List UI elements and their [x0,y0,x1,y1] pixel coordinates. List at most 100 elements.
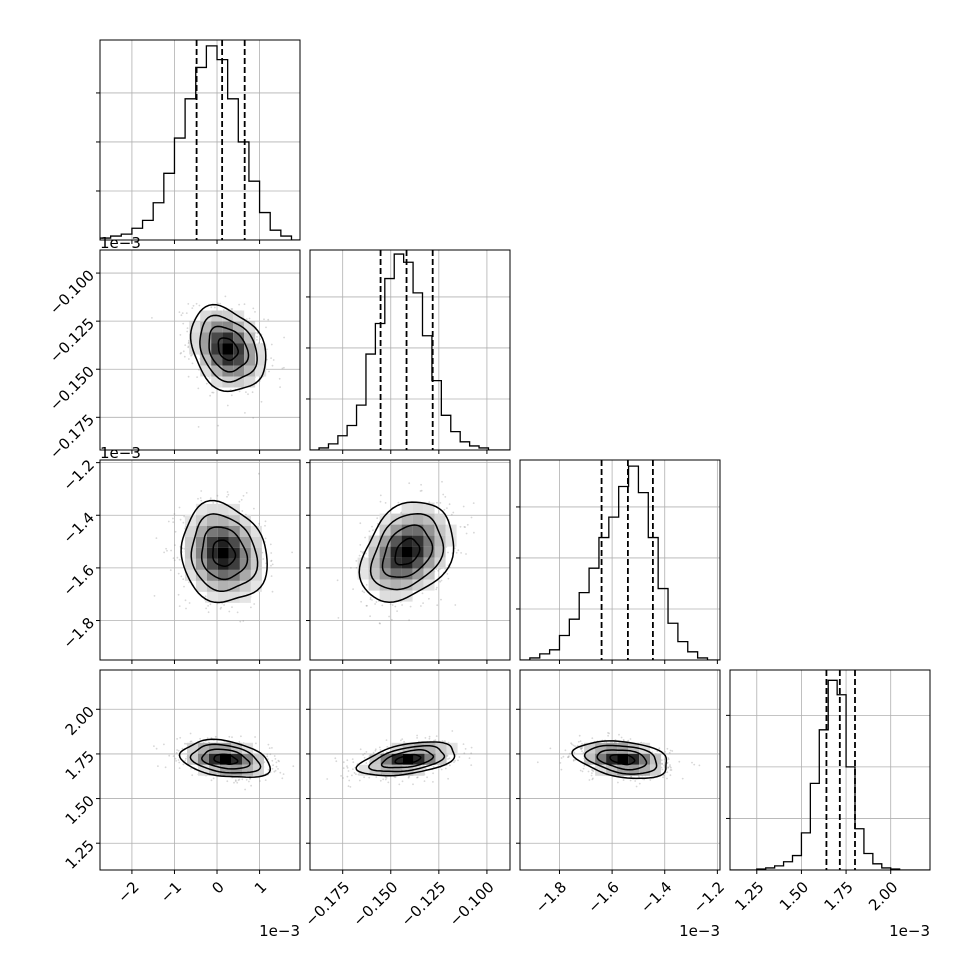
contour-0 [394,753,422,765]
density-cell [239,536,251,548]
scatter-point [336,579,339,582]
scatter-point [250,606,252,609]
scatter-point [258,472,260,475]
scatter-point [592,770,595,773]
density-cell [187,742,198,754]
scatter-point [190,740,193,743]
contour-3 [355,741,456,777]
scatter-point [187,303,190,305]
scatter-point [472,502,475,504]
scatter-point [572,744,575,747]
scatter-point [462,743,465,745]
contour-1 [381,524,434,578]
scatter-point [462,505,465,508]
scatter-point [237,779,240,782]
scatter-point [200,499,203,502]
scatter-point [681,777,684,780]
scatter-point [437,569,440,572]
histogram-3 [730,679,930,870]
contour-0 [609,753,636,766]
scatter-point [363,756,366,759]
density-cell [228,591,240,603]
scatter-point [186,330,189,333]
contour-3 [189,303,267,393]
scatter-point [378,622,381,624]
scatter-point [270,552,273,554]
density-cell [434,513,446,525]
y-tick-label: −1.2 [60,456,98,494]
scatter-point [260,400,263,403]
scatter-point [185,742,188,745]
scatter-point [259,780,261,782]
density-cell [189,321,201,333]
scatter-point [363,752,366,755]
y-tick-label: 1.50 [62,792,98,828]
density-cell [195,569,207,581]
scatter-point [191,362,194,365]
scatter-point [618,733,620,736]
scatter-point [666,771,669,774]
density-cell [231,764,242,776]
scatter-point [394,605,397,608]
scatter-point [379,622,381,625]
scatter-point [212,391,215,394]
density-cell [233,365,245,377]
scatter-point [390,618,393,621]
scatter-point [428,737,431,740]
scatter-point [432,772,434,775]
scatter-point [368,530,371,533]
scatter-point [217,424,220,427]
scatter-point [667,766,670,769]
scatter-point [177,572,180,575]
density-cell [233,332,245,344]
scatter-point [199,737,202,740]
density-cell [250,558,262,570]
scatter-point [359,544,362,546]
density-cell [211,332,223,344]
density-cell [206,536,218,548]
scatter-point [564,749,567,752]
scatter-point [184,599,187,602]
density-cell [250,580,262,592]
scatter-point [172,755,175,758]
scatter-point [269,753,272,756]
scatter-point [397,501,400,504]
scatter-point [191,774,194,777]
y-offset-text: 1e−3 [100,234,141,252]
scatter-point [662,774,665,777]
scatter-point [359,522,362,525]
scatter-point [634,780,637,782]
scatter-point [372,529,374,532]
scatter-point [352,588,354,590]
scatter-point [351,774,353,777]
scatter-point [671,750,674,752]
scatter-point [267,769,270,771]
scatter-point [342,777,344,779]
scatter-point [403,740,405,743]
density-cell [206,514,218,526]
scatter-point [229,388,232,391]
scatter-point [560,768,563,771]
scatter-point [181,312,184,314]
scatter-point [210,737,213,739]
scatter-point [188,581,190,584]
scatter-point [588,779,591,781]
scatter-point [178,761,181,764]
density-cell [198,742,209,754]
density-cell [357,557,369,569]
scatter-point [608,732,610,735]
scatter-point [466,523,469,526]
density-cell [357,568,369,580]
density-cell [380,764,392,776]
scatter-point [440,598,442,601]
scatter-point [179,352,182,355]
scatter-point [270,357,272,359]
density-cell [368,546,380,558]
x-tick-label: −0.175 [301,878,353,930]
scatter-point [249,778,251,780]
density-cell [423,524,435,536]
scatter-point [667,766,669,769]
density-cell [189,332,201,344]
density-cell [228,580,240,592]
density-cell [628,764,640,776]
